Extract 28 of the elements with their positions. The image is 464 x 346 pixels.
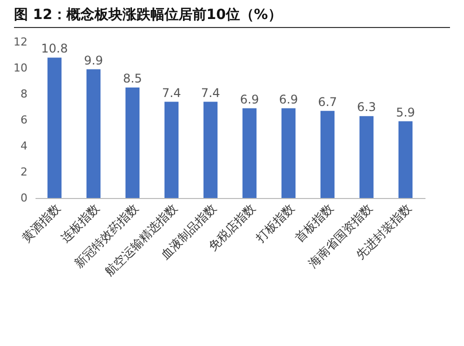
bar xyxy=(359,116,374,198)
data-label: 6.7 xyxy=(318,94,338,109)
data-label: 6.3 xyxy=(356,100,376,114)
bar xyxy=(47,58,62,198)
data-label: 9.9 xyxy=(84,53,104,68)
bar xyxy=(203,102,218,198)
chart-title: 图 12：概念板块涨跌幅位居前10位（%） xyxy=(14,6,450,28)
bar xyxy=(86,69,101,198)
data-label: 5.9 xyxy=(396,105,416,120)
data-label: 6.9 xyxy=(278,92,298,106)
bar xyxy=(164,102,179,198)
y-tick-label: 0 xyxy=(20,192,28,204)
y-tick-label: 4 xyxy=(20,140,28,152)
y-tick-label: 12 xyxy=(14,36,28,48)
y-tick-label: 8 xyxy=(20,88,28,100)
bar xyxy=(320,110,335,198)
data-label: 7.4 xyxy=(162,86,182,100)
bar xyxy=(398,121,413,198)
y-tick-label: 10 xyxy=(14,62,28,74)
bar xyxy=(125,88,140,198)
bar xyxy=(242,108,257,198)
data-label: 6.9 xyxy=(240,92,260,106)
data-label: 10.8 xyxy=(41,42,68,56)
data-label: 8.5 xyxy=(122,72,142,86)
bar xyxy=(281,108,296,198)
y-tick-label: 2 xyxy=(20,166,28,178)
y-tick-label: 6 xyxy=(20,114,28,126)
data-label: 7.4 xyxy=(200,86,220,100)
